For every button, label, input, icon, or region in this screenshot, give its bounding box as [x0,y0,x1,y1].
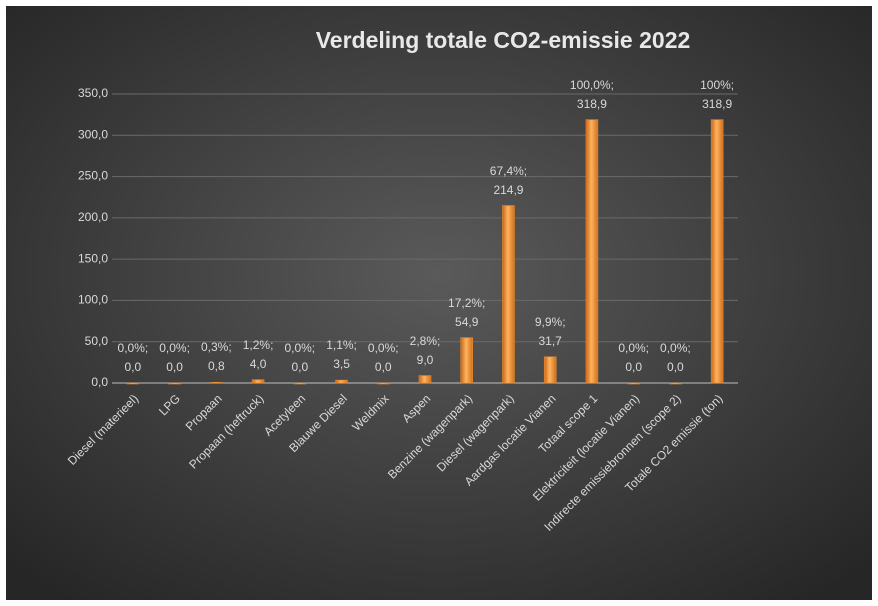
y-tick-label: 350,0 [78,86,108,100]
y-tick-label: 50,0 [85,334,109,348]
bar [502,205,515,384]
chart-background [6,6,872,600]
value-label: 0,0%; 0,0 [284,341,316,374]
value-label: 67,4%; 214,9 [489,163,528,197]
bar [126,382,140,385]
bar [460,337,473,384]
value-label: 1,1%; 3,5 [326,338,357,372]
y-tick-label: 300,0 [78,127,108,141]
chart-title: Verdeling totale CO2-emissie 2022 [316,27,691,53]
y-tick-label: 150,0 [78,251,108,265]
value-label: 100%; 318,9 [700,77,735,111]
bar [335,379,348,384]
bar [418,375,432,384]
y-tick-label: 100,0 [78,293,108,307]
value-label: 0,3%; 0,8 [200,340,232,374]
bar [585,119,599,384]
value-label: 9,9%; 31,7 [534,314,566,348]
value-label: 0,0%; 0,0 [367,341,399,374]
value-label: 2,8%; 9,0 [409,333,441,367]
bar [210,382,223,384]
bar [293,382,307,385]
y-tick-label: 250,0 [78,169,108,183]
bar [543,356,557,384]
value-label: 17,2%; 54,9 [448,295,486,329]
value-label: 100,0%; 318,9 [569,77,614,111]
value-label: 1,2%; 4,0 [242,337,274,371]
bar [669,382,682,385]
bar [168,382,181,385]
value-label: 0,0%; 0,0 [618,341,649,374]
bar [377,382,390,385]
value-label: 0,0%; 0,0 [117,341,149,374]
y-tick-label: 0,0 [91,375,108,389]
y-tick-label: 200,0 [78,210,108,224]
value-label: 0,0%; 0,0 [660,341,691,374]
bar [627,382,640,385]
value-label: 0,0%; 0,0 [159,341,190,374]
bar [710,119,724,384]
bar [251,379,265,384]
